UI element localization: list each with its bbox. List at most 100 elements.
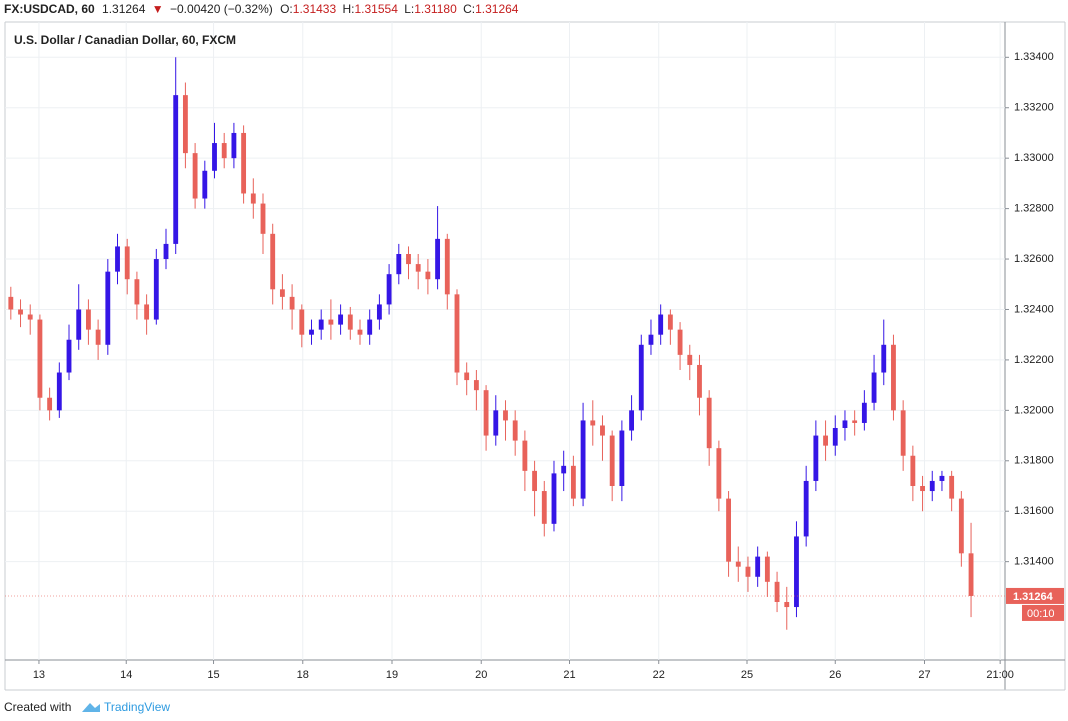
candle-body	[241, 132, 247, 194]
candle-body	[144, 304, 150, 320]
y-tick-label: 1.31800	[1014, 455, 1054, 467]
change: −0.00420 (−0.32%)	[170, 2, 273, 16]
candle-body	[270, 233, 276, 290]
countdown: 00:10	[1027, 608, 1055, 620]
y-tick-label: 1.33000	[1014, 152, 1054, 164]
candle-body	[764, 556, 770, 582]
l: 1.31180	[414, 2, 457, 16]
candle-body	[309, 329, 314, 335]
x-tick-label: 27	[918, 669, 930, 681]
candle-body	[939, 475, 945, 481]
x-tick-label: 22	[653, 669, 665, 681]
candle-body	[376, 304, 382, 320]
h: 1.31554	[355, 2, 399, 16]
x-tick-label: 20	[475, 669, 487, 681]
candle-body	[357, 329, 363, 335]
x-tick-label: 18	[297, 669, 309, 681]
candle-body	[415, 264, 421, 272]
candle-body	[163, 243, 169, 260]
candle-body	[900, 410, 906, 456]
candle-body	[454, 294, 460, 373]
o-label: O:	[280, 2, 293, 16]
last-price-box	[1006, 587, 1064, 604]
y-tick-label: 1.31600	[1014, 505, 1054, 517]
candle-body	[27, 314, 33, 320]
candle-body	[318, 319, 324, 330]
candle-body	[600, 425, 605, 436]
candle-body	[212, 143, 217, 171]
candle-body	[173, 95, 179, 244]
candle-body	[18, 309, 23, 315]
candle-body	[473, 380, 479, 391]
candle-body	[512, 420, 518, 441]
x-tick-label: 21:00	[986, 669, 1014, 681]
chart-title: U.S. Dollar / Canadian Dollar, 60, FXCM	[14, 33, 236, 47]
candle-body	[289, 296, 295, 310]
c-label: C:	[463, 2, 475, 16]
candle-body	[832, 428, 838, 446]
x-tick-label: 14	[120, 669, 132, 681]
candle-body	[590, 420, 596, 426]
candle-body	[716, 448, 722, 499]
candle-body	[609, 435, 615, 486]
candle-body	[697, 364, 702, 398]
candle-body	[735, 561, 741, 567]
candle-body	[871, 372, 877, 403]
candle-body	[842, 420, 848, 428]
header: FX:USDCAD, 60 1.31264 ▼ −0.00420 (−0.32%…	[4, 2, 519, 16]
candle-body	[561, 465, 567, 474]
candle-body	[503, 410, 508, 421]
c: 1.31264	[475, 2, 519, 16]
h-label: H:	[343, 2, 355, 16]
candle-body	[667, 314, 673, 330]
candle-body	[279, 289, 285, 297]
candle-body	[231, 132, 237, 159]
last-price-label: 1.31264	[1013, 591, 1054, 603]
symbol: FX:USDCAD, 60	[4, 2, 95, 16]
candle-body	[813, 435, 819, 481]
x-tick-label: 21	[563, 669, 575, 681]
x-tick-label: 26	[829, 669, 841, 681]
candle-body	[8, 296, 14, 310]
candle-body	[687, 354, 693, 365]
x-tick-label: 15	[207, 669, 219, 681]
candle-body	[949, 475, 955, 499]
y-tick-label: 1.32400	[1014, 303, 1054, 315]
candle-body	[202, 170, 208, 199]
candle-body	[493, 410, 499, 436]
x-tick-label: 13	[33, 669, 45, 681]
footer-brand[interactable]: TradingView	[104, 700, 170, 714]
candle-body	[968, 553, 974, 596]
arrow: ▼	[152, 2, 164, 16]
candle-body	[425, 271, 431, 280]
candle-body	[367, 319, 373, 335]
candle-body	[794, 536, 799, 608]
candle-body	[134, 279, 140, 305]
candle-body	[47, 397, 53, 411]
candle-body	[299, 309, 305, 335]
candle-body	[929, 480, 935, 492]
candle-body	[755, 556, 761, 577]
y-tick-label: 1.31400	[1014, 556, 1054, 568]
logo	[82, 703, 100, 712]
candle-body	[406, 254, 411, 265]
candle-body	[386, 274, 392, 305]
candle-body	[347, 314, 353, 330]
candle-body	[328, 319, 334, 325]
candle-body	[532, 470, 538, 492]
candle-body	[56, 372, 62, 411]
candle-body	[435, 238, 441, 280]
last: 1.31264	[102, 2, 146, 16]
candle-body	[551, 473, 557, 524]
footer-created: Created with	[4, 700, 71, 714]
candle-body	[541, 491, 547, 524]
y-tick-label: 1.32000	[1014, 404, 1054, 416]
x-tick-label: 25	[741, 669, 753, 681]
candle-body	[784, 602, 790, 608]
candle-body	[221, 143, 227, 159]
candle-body	[745, 566, 751, 577]
y-tick-label: 1.33400	[1014, 51, 1054, 63]
candle-body	[260, 203, 266, 234]
